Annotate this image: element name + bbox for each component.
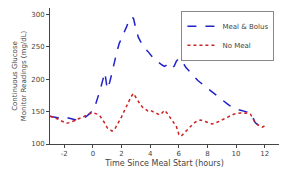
svg-text:-2: -2 <box>61 150 68 158</box>
svg-text:6: 6 <box>177 150 182 158</box>
svg-text:100: 100 <box>31 140 44 148</box>
svg-text:Time Since Meal Start (hours): Time Since Meal Start (hours) <box>104 159 224 168</box>
svg-text:10: 10 <box>232 150 241 158</box>
svg-text:200: 200 <box>31 76 44 84</box>
svg-text:Meal & Bolus: Meal & Bolus <box>222 23 268 31</box>
svg-text:Continuous GlucoseMonitor Read: Continuous GlucoseMonitor Readings (mg/d… <box>11 30 28 121</box>
svg-text:4: 4 <box>148 150 153 158</box>
svg-text:2: 2 <box>119 150 123 158</box>
svg-text:8: 8 <box>205 150 209 158</box>
svg-text:No Meal: No Meal <box>222 42 250 50</box>
svg-text:150: 150 <box>31 108 44 116</box>
svg-text:0: 0 <box>91 150 95 158</box>
svg-text:250: 250 <box>31 43 44 51</box>
svg-text:300: 300 <box>31 11 44 19</box>
svg-text:12: 12 <box>260 150 269 158</box>
